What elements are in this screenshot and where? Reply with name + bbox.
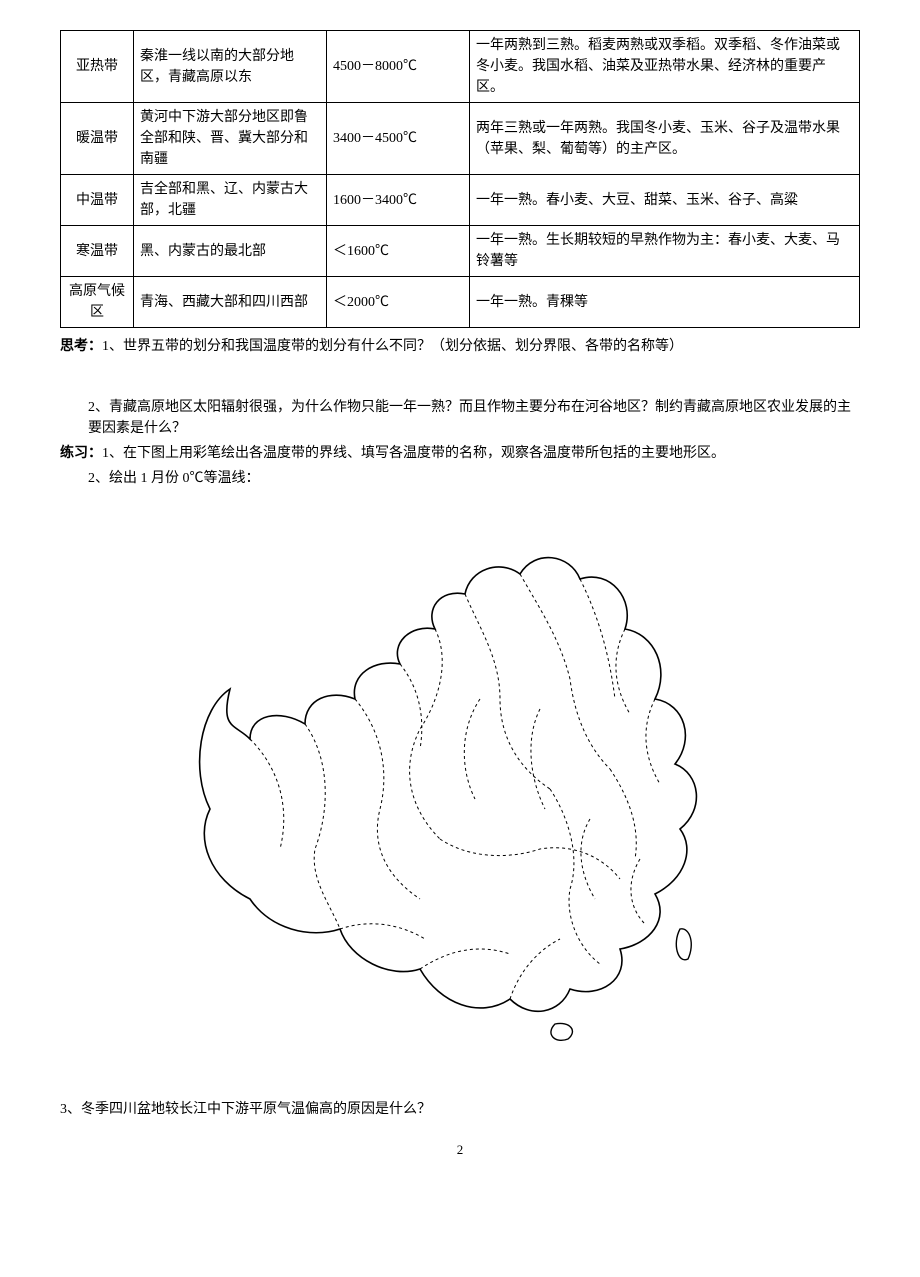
hainan-island	[551, 1023, 573, 1040]
cell-temp: ＜1600℃	[327, 226, 470, 277]
sikao-q1: 1、世界五带的划分和我国温度带的划分有什么不同？（划分依据、划分界限、各带的名称…	[102, 339, 683, 354]
sikao-q2-wrap: 2、青藏高原地区太阳辐射很强，为什么作物只能一年一熟？而且作物主要分布在河谷地区…	[60, 397, 860, 439]
cell-temp: ＜2000℃	[327, 277, 470, 328]
table-row: 亚热带 秦淮一线以南的大部分地区，青藏高原以东 4500－8000℃ 一年两熟到…	[61, 31, 860, 103]
taiwan-island	[676, 929, 691, 960]
cell-zone: 亚热带	[61, 31, 134, 103]
cell-zone: 寒温带	[61, 226, 134, 277]
lianxi-q2-wrap: 2、绘出 1 月份 0℃等温线：	[60, 468, 860, 489]
cell-zone: 高原气候区	[61, 277, 134, 328]
lianxi-q1: 1、在下图上用彩笔绘出各温度带的界线、填写各温度带的名称，观察各温度带所包括的主…	[102, 446, 725, 461]
map-svg	[140, 509, 780, 1069]
province-borders	[250, 574, 660, 999]
cell-temp: 4500－8000℃	[327, 31, 470, 103]
cell-area: 吉全部和黑、辽、内蒙古大部，北疆	[134, 175, 327, 226]
cell-crop: 一年两熟到三熟。稻麦两熟或双季稻。双季稻、冬作油菜或冬小麦。我国水稻、油菜及亚热…	[470, 31, 860, 103]
cell-temp: 3400－4500℃	[327, 103, 470, 175]
cell-area: 黑、内蒙古的最北部	[134, 226, 327, 277]
sikao-block: 思考：1、世界五带的划分和我国温度带的划分有什么不同？（划分依据、划分界限、各带…	[60, 336, 860, 357]
sikao-q2: 2、青藏高原地区太阳辐射很强，为什么作物只能一年一熟？而且作物主要分布在河谷地区…	[60, 397, 860, 439]
page-number: 2	[60, 1140, 860, 1160]
lianxi-q3: 3、冬季四川盆地较长江中下游平原气温偏高的原因是什么？	[60, 1102, 431, 1117]
cell-zone: 中温带	[61, 175, 134, 226]
cell-area: 青海、西藏大部和四川西部	[134, 277, 327, 328]
cell-area: 秦淮一线以南的大部分地区，青藏高原以东	[134, 31, 327, 103]
cell-crop: 一年一熟。青稞等	[470, 277, 860, 328]
lianxi-block: 练习：1、在下图上用彩笔绘出各温度带的界线、填写各温度带的名称，观察各温度带所包…	[60, 443, 860, 464]
sikao-label: 思考：	[60, 339, 102, 354]
table-row: 高原气候区 青海、西藏大部和四川西部 ＜2000℃ 一年一熟。青稞等	[61, 277, 860, 328]
cell-temp: 1600－3400℃	[327, 175, 470, 226]
cell-zone: 暖温带	[61, 103, 134, 175]
lianxi-label: 练习：	[60, 446, 102, 461]
table-row: 暖温带 黄河中下游大部分地区即鲁全部和陕、晋、冀大部分和南疆 3400－4500…	[61, 103, 860, 175]
climate-zone-table: 亚热带 秦淮一线以南的大部分地区，青藏高原以东 4500－8000℃ 一年两熟到…	[60, 30, 860, 328]
lianxi-q3-wrap: 3、冬季四川盆地较长江中下游平原气温偏高的原因是什么？	[60, 1099, 860, 1120]
table-row: 寒温带 黑、内蒙古的最北部 ＜1600℃ 一年一熟。生长期较短的早熟作物为主：春…	[61, 226, 860, 277]
cell-crop: 一年一熟。生长期较短的早熟作物为主：春小麦、大麦、马铃薯等	[470, 226, 860, 277]
china-outline	[200, 558, 697, 1012]
cell-crop: 一年一熟。春小麦、大豆、甜菜、玉米、谷子、高粱	[470, 175, 860, 226]
china-map-wrap	[60, 509, 860, 1069]
lianxi-q2: 2、绘出 1 月份 0℃等温线：	[60, 468, 860, 489]
cell-area: 黄河中下游大部分地区即鲁全部和陕、晋、冀大部分和南疆	[134, 103, 327, 175]
table-row: 中温带 吉全部和黑、辽、内蒙古大部，北疆 1600－3400℃ 一年一熟。春小麦…	[61, 175, 860, 226]
china-outline-map	[140, 509, 780, 1069]
cell-crop: 两年三熟或一年两熟。我国冬小麦、玉米、谷子及温带水果（苹果、梨、葡萄等）的主产区…	[470, 103, 860, 175]
